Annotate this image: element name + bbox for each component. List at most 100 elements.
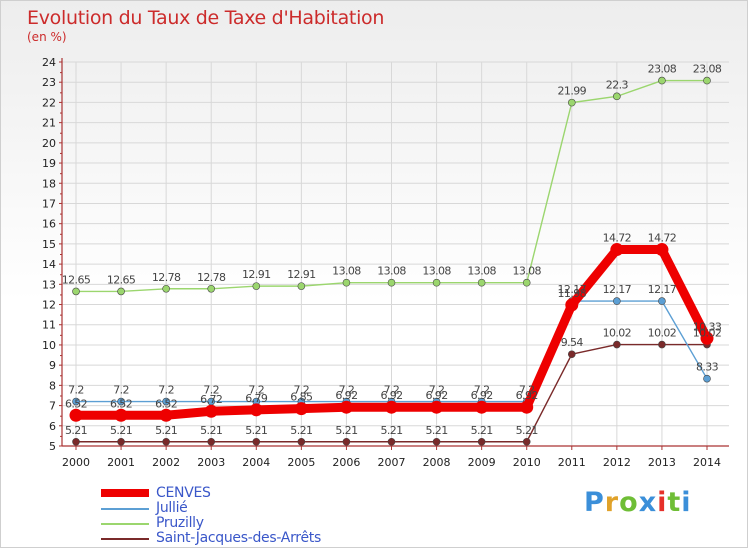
data-label-cenves: 6.79 <box>245 392 268 405</box>
y-tick-label: 24 <box>42 56 56 69</box>
point-pruzilly <box>117 287 125 296</box>
data-label-saint-jacques: 9.54 <box>561 336 584 349</box>
y-tick-label: 15 <box>42 238 56 251</box>
point-saint-jacques <box>207 437 216 446</box>
data-label-saint-jacques: 5.21 <box>200 424 222 437</box>
x-tick-label: 2011 <box>558 456 586 469</box>
legend-swatch-jullie <box>101 508 149 510</box>
y-tick-label: 8 <box>49 379 56 392</box>
legend-swatch-saint-jacques <box>101 538 149 540</box>
y-tick-label: 10 <box>42 339 56 352</box>
data-label-jullie: 7.2 <box>294 384 310 397</box>
data-label-cenves: 10.33 <box>693 320 722 333</box>
legend-label-saint-jacques: Saint-Jacques-des-Arrêts <box>156 530 321 546</box>
point-pruzilly <box>522 278 531 287</box>
x-tick-label: 2002 <box>152 456 180 469</box>
data-label-jullie: 7.2 <box>158 384 174 397</box>
point-saint-jacques <box>567 350 576 359</box>
x-tick-label: 2010 <box>513 456 541 469</box>
data-label-jullie: 12.17 <box>648 283 677 296</box>
point-saint-jacques <box>297 437 306 446</box>
chart-subtitle: (en %) <box>27 30 67 44</box>
y-tick-label: 16 <box>42 218 56 231</box>
point-cenves <box>249 403 263 417</box>
logo-letter: i <box>681 487 692 518</box>
point-pruzilly <box>477 278 486 287</box>
logo-letter: t <box>667 487 682 518</box>
data-label-pruzilly: 13.08 <box>512 265 541 278</box>
point-jullie <box>117 397 125 406</box>
data-label-jullie: 7.2 <box>68 384 84 397</box>
data-label-jullie: 7.2 <box>429 384 445 397</box>
legend-label-pruzilly: Pruzilly <box>156 515 204 531</box>
data-label-pruzilly: 13.08 <box>377 265 406 278</box>
data-label-saint-jacques: 5.21 <box>290 424 312 437</box>
data-label-cenves: 6.85 <box>290 391 313 404</box>
point-saint-jacques <box>117 437 125 446</box>
point-saint-jacques <box>387 437 396 446</box>
data-label-saint-jacques: 10.02 <box>603 327 632 340</box>
y-tick-label: 12 <box>42 299 56 312</box>
point-jullie <box>703 374 711 383</box>
point-pruzilly <box>252 282 261 290</box>
y-tick-label: 5 <box>49 440 56 453</box>
x-tick-label: 2003 <box>197 456 225 469</box>
data-label-pruzilly: 12.78 <box>197 271 226 284</box>
data-label-pruzilly: 12.91 <box>242 268 271 281</box>
x-tick-label: 2014 <box>693 456 721 469</box>
x-tick-label: 2004 <box>242 456 270 469</box>
point-cenves <box>114 408 128 422</box>
point-cenves <box>294 402 308 416</box>
legend-label-jullie: Jullié <box>156 500 188 516</box>
point-saint-jacques <box>522 437 531 446</box>
point-saint-jacques <box>72 437 80 446</box>
x-tick-label: 2001 <box>107 456 135 469</box>
point-pruzilly <box>613 92 621 101</box>
point-cenves <box>610 243 624 257</box>
data-label-jullie: 7.2 <box>203 384 219 397</box>
legend-label-cenves: CENVES <box>156 485 211 501</box>
point-cenves <box>430 400 444 414</box>
data-label-saint-jacques: 10.02 <box>648 327 677 340</box>
data-label-cenves: 6.92 <box>380 389 402 402</box>
point-saint-jacques <box>252 437 261 446</box>
point-cenves <box>700 331 714 345</box>
y-tick-label: 9 <box>49 359 56 372</box>
proxiti-logo: Proxiti <box>584 487 692 518</box>
y-tick-label: 7 <box>49 400 56 413</box>
point-cenves <box>520 400 534 414</box>
x-tick-label: 2006 <box>332 456 360 469</box>
logo-letter: o <box>619 487 639 518</box>
point-jullie <box>162 397 170 406</box>
point-jullie <box>658 297 666 305</box>
x-tick-label: 2000 <box>62 456 90 469</box>
data-label-jullie: 7.2 <box>384 384 400 397</box>
logo-letter: i <box>657 487 668 518</box>
data-label-saint-jacques: 5.21 <box>426 424 448 437</box>
point-saint-jacques <box>658 340 666 349</box>
legend-swatch-cenves <box>101 489 149 497</box>
legend-swatch-pruzilly <box>101 523 149 525</box>
y-tick-label: 17 <box>42 197 56 210</box>
point-pruzilly <box>387 278 396 287</box>
point-pruzilly <box>658 76 666 85</box>
point-pruzilly <box>72 287 80 296</box>
data-label-saint-jacques: 5.21 <box>155 424 177 437</box>
data-label-jullie: 12.17 <box>603 283 632 296</box>
point-cenves <box>339 400 353 414</box>
data-label-jullie: 7.2 <box>474 384 490 397</box>
point-cenves <box>204 404 218 418</box>
data-label-saint-jacques: 10.02 <box>693 327 722 340</box>
data-label-saint-jacques: 5.21 <box>380 424 402 437</box>
data-label-saint-jacques: 5.21 <box>471 424 493 437</box>
point-cenves <box>565 298 579 312</box>
logo-letter: x <box>638 487 658 518</box>
point-saint-jacques <box>342 437 351 446</box>
data-label-saint-jacques: 5.21 <box>245 424 267 437</box>
data-label-cenves: 6.52 <box>110 397 132 410</box>
data-label-cenves: 6.92 <box>471 389 493 402</box>
data-labels: 5.21 5.21 5.21 5.21 5.21 5.21 5.21 5.21 5.21 5.21… <box>62 63 723 437</box>
point-pruzilly <box>297 282 306 290</box>
data-label-pruzilly: 12.65 <box>107 273 136 286</box>
